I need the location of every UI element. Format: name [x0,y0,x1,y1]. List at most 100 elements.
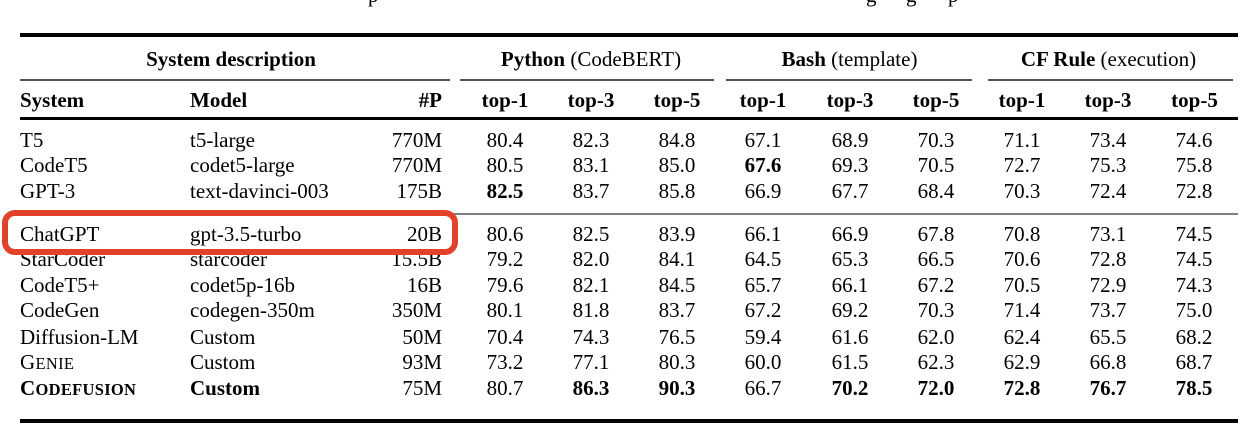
col-header-cf-top5: top-5 [1171,88,1218,112]
metric-value: 73.1 [1089,222,1127,246]
system-name: CodeFusion [20,375,137,400]
metric-value: 76.5 [658,325,696,349]
group-header-bash: Bash (template) [720,47,979,72]
param-count: 50M [402,325,442,349]
metric-value: 80.4 [486,128,524,152]
param-count: 20B [406,222,442,246]
group-header-python-bold: Python [500,47,566,71]
metric-value: 73.4 [1089,128,1127,152]
group-header-cf-rule-rest: (execution) [1095,47,1197,71]
model-name: codet5-large [190,153,295,178]
metric-value: 61.6 [831,325,869,349]
metric-value: 70.3 [917,128,955,152]
metric-value: 71.4 [1003,298,1041,323]
metric-value: 85.0 [658,153,696,178]
model-name: Custom [190,350,256,375]
col-header-model: Model [190,88,248,112]
metric-value: 82.3 [572,128,610,152]
metric-value: 66.9 [831,222,869,246]
metric-value: 70.5 [1003,272,1041,297]
model-name: codet5p-16b [190,272,295,297]
param-count: 175B [396,178,442,203]
group-header-cf-rule: CF Rule (execution) [979,47,1238,72]
metric-value: 80.6 [486,222,524,246]
metric-value: 72.8 [1003,375,1041,400]
metric-value: 71.1 [1003,128,1041,152]
metric-value: 70.6 [1003,247,1041,272]
metric-value: 67.1 [744,128,782,152]
metric-value: 72.8 [1089,247,1127,272]
metric-value: 65.7 [744,272,782,297]
param-count: 16B [406,272,442,297]
metric-value: 70.5 [917,153,955,178]
metric-value: 68.7 [1175,350,1213,375]
metric-value: 76.7 [1089,375,1127,400]
metric-value: 79.6 [486,272,524,297]
metric-value: 70.8 [1003,222,1041,246]
metric-value: 72.7 [1003,153,1041,178]
metric-value: 72.0 [917,375,955,400]
cmidrule-python [460,79,714,81]
system-name: Diffusion-LM [20,325,139,349]
metric-value: 65.3 [831,247,869,272]
caption-fragment: g [866,0,877,7]
col-header-python-top1: top-1 [481,88,529,112]
metric-value: 68.9 [831,128,869,152]
metric-value: 74.5 [1175,222,1213,246]
model-name: Custom [190,375,261,400]
col-header-cf-top3: top-3 [1084,88,1132,112]
metric-value: 66.7 [744,375,782,400]
metric-value: 75.8 [1175,153,1213,178]
metric-value: 80.5 [486,153,524,178]
metric-value: 66.1 [744,222,782,246]
metric-value: 74.6 [1175,128,1213,152]
metric-value: 67.2 [917,272,955,297]
metric-value: 70.3 [1003,178,1041,203]
param-count: 93M [402,350,442,375]
metric-value: 80.3 [658,350,696,375]
metric-value: 74.5 [1175,247,1213,272]
system-name: StarCoder [20,247,106,272]
metric-value: 82.0 [572,247,610,272]
system-name: GPT-3 [20,178,76,203]
model-name: t5-large [190,128,255,152]
col-header-system: System [20,88,85,112]
metric-value: 84.1 [658,247,696,272]
metric-value: 81.8 [572,298,610,323]
metric-value: 90.3 [658,375,696,400]
metric-value: 69.2 [831,298,869,323]
cmidrule-cf-rule [988,79,1233,81]
group-header-python-rest: (CodeBERT) [565,47,682,71]
metric-value: 77.1 [572,350,610,375]
metric-value: 60.0 [744,350,782,375]
col-header-params: #P [418,88,442,112]
metric-value: 79.2 [486,247,524,272]
metric-value: 61.5 [831,350,869,375]
group-header-python: Python (CodeBERT) [462,47,720,72]
col-header-bash-top3: top-3 [826,88,874,112]
table-top-rule [20,33,1238,37]
metric-value: 70.4 [486,325,524,349]
metric-value: 74.3 [572,325,610,349]
metric-value: 82.1 [572,272,610,297]
param-count: 770M [391,128,442,152]
col-header-cf-top1: top-1 [998,88,1046,112]
metric-value: 69.3 [831,153,869,178]
metric-value: 83.7 [658,298,696,323]
metric-value: 62.3 [917,350,955,375]
caption-fragment: p [368,0,379,7]
metric-value: 67.7 [831,178,869,203]
metric-value: 59.4 [744,325,782,349]
metric-value: 83.7 [572,178,610,203]
table-mid-rule [20,213,1238,215]
metric-value: 83.9 [658,222,696,246]
metric-value: 80.7 [486,375,524,400]
metric-value: 86.3 [572,375,610,400]
metric-value: 84.8 [658,128,696,152]
model-name: text-davinci-003 [190,178,329,203]
metric-value: 82.5 [486,178,524,203]
group-header-system-description: System description [146,47,316,71]
metric-value: 67.6 [744,153,782,178]
model-name: codegen-350m [190,298,315,323]
